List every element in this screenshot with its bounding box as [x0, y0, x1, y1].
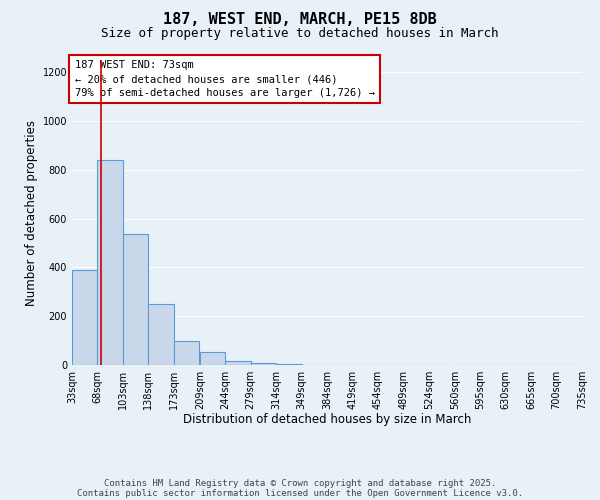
Text: 187, WEST END, MARCH, PE15 8DB: 187, WEST END, MARCH, PE15 8DB — [163, 12, 437, 28]
Text: Size of property relative to detached houses in March: Size of property relative to detached ho… — [101, 28, 499, 40]
Bar — [174, 342, 199, 365]
Y-axis label: Number of detached properties: Number of detached properties — [25, 120, 38, 306]
Bar — [200, 352, 225, 365]
Text: Contains HM Land Registry data © Crown copyright and database right 2025.: Contains HM Land Registry data © Crown c… — [104, 478, 496, 488]
Text: 187 WEST END: 73sqm
← 20% of detached houses are smaller (446)
79% of semi-detac: 187 WEST END: 73sqm ← 20% of detached ho… — [74, 60, 374, 98]
Bar — [148, 304, 174, 365]
X-axis label: Distribution of detached houses by size in March: Distribution of detached houses by size … — [183, 414, 471, 426]
Bar — [251, 363, 276, 365]
Bar — [123, 234, 148, 365]
Bar — [225, 360, 251, 365]
Bar — [97, 160, 123, 365]
Bar — [276, 364, 302, 365]
Bar — [72, 270, 97, 365]
Text: Contains public sector information licensed under the Open Government Licence v3: Contains public sector information licen… — [77, 488, 523, 498]
